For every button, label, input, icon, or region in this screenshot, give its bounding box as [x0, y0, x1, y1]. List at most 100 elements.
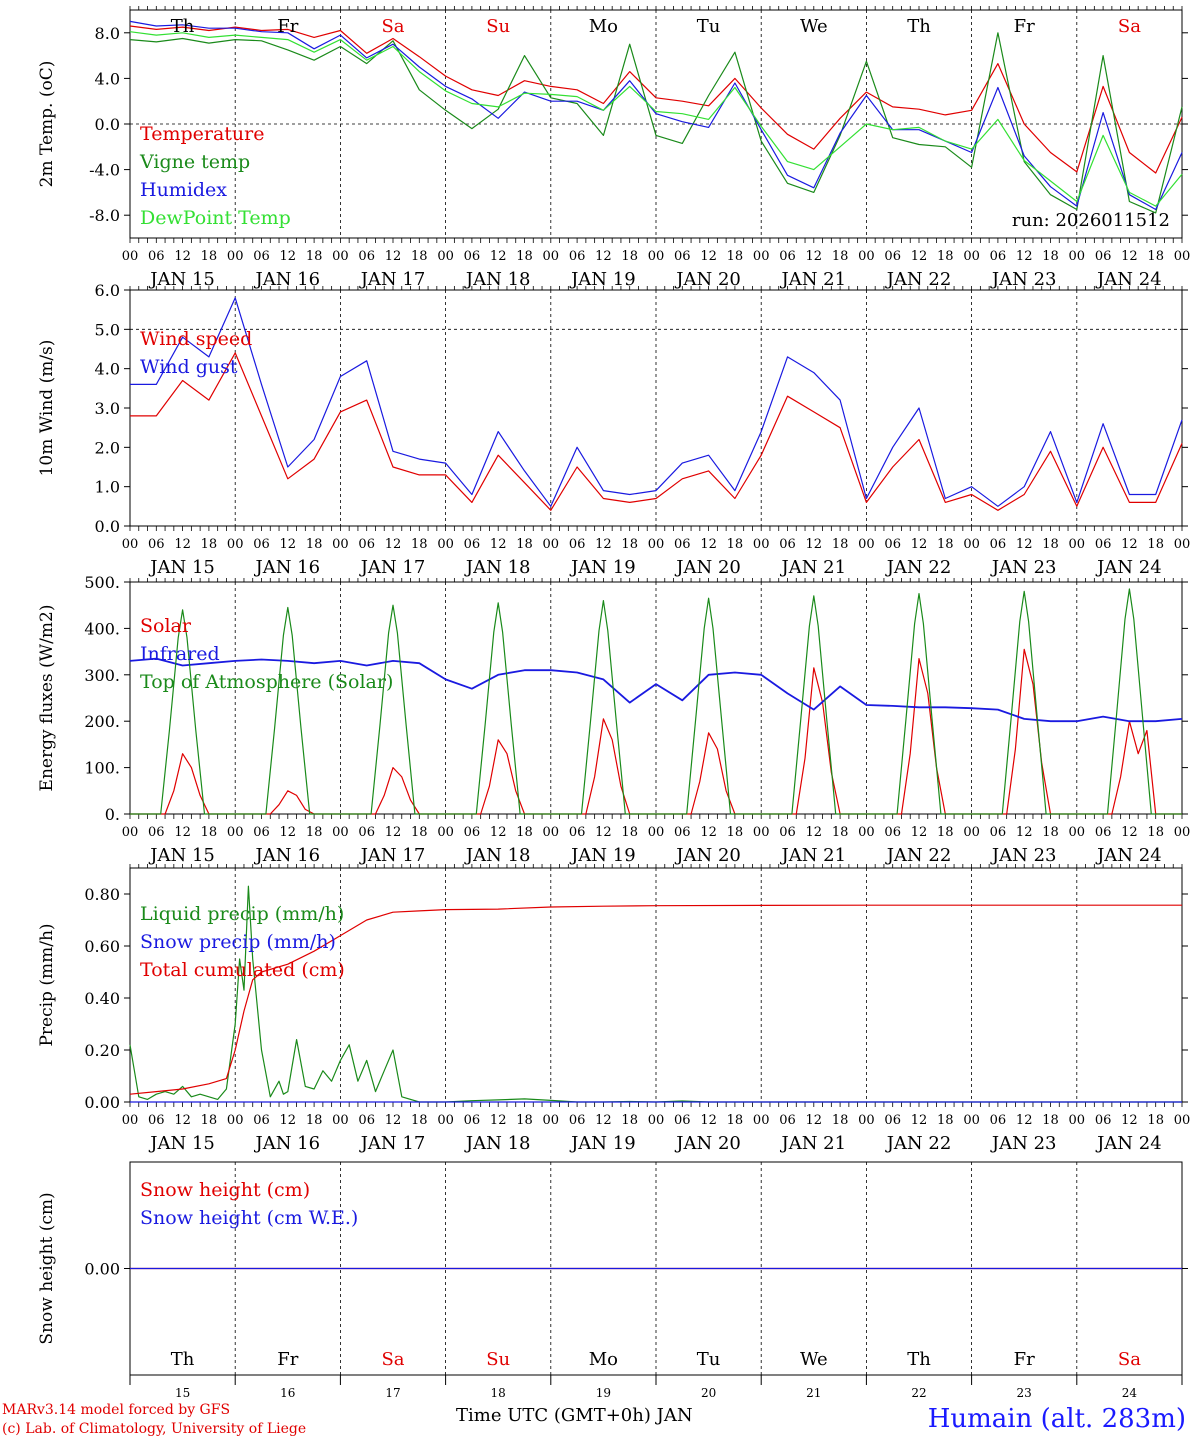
x-date-label: JAN 17: [359, 1133, 426, 1154]
x-hour-label: 12: [595, 537, 612, 552]
weekday-label-bottom: Sa: [381, 1349, 404, 1370]
x-hour-label: 12: [1016, 1113, 1033, 1128]
x-hour-label: 12: [280, 1113, 297, 1128]
x-hour-label: 12: [385, 537, 402, 552]
panel-temperature: -8.0 -4.0 0.0 4.0 8.0 2m Temp. (oC) 00 06 12 18 00…: [37, 6, 1190, 290]
x-hour-label: 00: [437, 249, 454, 264]
weekday-label-bottom: Tu: [697, 1349, 721, 1370]
weekday-label-top: Th: [171, 16, 195, 37]
x-hour-label: 12: [174, 825, 191, 840]
legend-entry: Vigne temp: [139, 151, 250, 173]
x-hour-label: 06: [990, 1113, 1007, 1128]
series-line-temperature: [129, 25, 1183, 174]
x-hour-label: 12: [174, 1113, 191, 1128]
y-tick-label: 2.0: [95, 438, 120, 457]
legend-entry: Total cumulated (cm): [140, 959, 345, 981]
x-hour-label: 18: [1147, 1113, 1164, 1128]
x-hour-label: 18: [937, 825, 954, 840]
legend-entry: Snow height (cm W.E.): [140, 1207, 358, 1229]
x-date-label: JAN 19: [569, 1133, 636, 1154]
x-hour-label: 12: [174, 249, 191, 264]
x-hour-label: 18: [1147, 537, 1164, 552]
weekday-label-top: Sa: [1118, 16, 1141, 37]
x-hour-label: 12: [1016, 249, 1033, 264]
x-hour-label: 00: [858, 537, 875, 552]
x-hour-label: 00: [1069, 1113, 1086, 1128]
x-date-label: JAN 23: [990, 1133, 1057, 1154]
y-axis-label: Snow height (cm): [37, 1192, 57, 1344]
x-hour-label: 12: [806, 825, 823, 840]
y-tick-label: 4.0: [95, 69, 120, 88]
y-tick-label: 0.40: [84, 989, 120, 1008]
weekday-label-top: We: [800, 16, 828, 37]
x-hour-label: 18: [1147, 825, 1164, 840]
x-hour-label: 06: [990, 537, 1007, 552]
model-credit: MARv3.14 model forced by GFS: [2, 1402, 231, 1418]
legend-entry: Snow height (cm): [140, 1179, 310, 1201]
y-tick-label: 0.0: [95, 517, 120, 536]
y-tick-label: -8.0: [89, 206, 120, 225]
x-hour-label: 00: [437, 825, 454, 840]
x-hour-label: 18: [201, 537, 218, 552]
x-hour-label: 06: [464, 825, 481, 840]
x-hour-label: 06: [1095, 249, 1112, 264]
y-tick-label: 0.: [105, 805, 120, 824]
x-date-label: JAN 20: [674, 557, 741, 578]
x-hour-label: 12: [1016, 825, 1033, 840]
weekday-label-bottom: We: [800, 1349, 828, 1370]
legend-entry: Snow precip (mm/h): [140, 931, 336, 953]
x-hour-label: 06: [569, 1113, 586, 1128]
x-hour-label: 18: [727, 249, 744, 264]
panel-precip: 0.00 0.20 0.40 0.60 0.80 Precip (mm/h) 00 06 12 1…: [37, 864, 1190, 1154]
x-date-label: JAN 20: [674, 845, 741, 866]
legend-entry: Top of Atmosphere (Solar): [140, 671, 393, 693]
x-hour-label: 18: [937, 1113, 954, 1128]
x-hour-label: 12: [280, 825, 297, 840]
y-tick-label: 4.0: [95, 360, 120, 379]
x-hour-label: 06: [779, 825, 796, 840]
weekday-label-bottom: Fr: [1014, 1349, 1035, 1370]
x-date-label: JAN 17: [359, 557, 426, 578]
x-date-label: JAN 16: [254, 845, 321, 866]
x-hour-label: 12: [700, 825, 717, 840]
x-date-label: JAN 15: [148, 845, 215, 866]
x-hour-label: 00: [122, 537, 139, 552]
x-hour-label: 18: [1147, 249, 1164, 264]
x-date-label: JAN 22: [885, 1133, 952, 1154]
x-hour-label: 06: [148, 1113, 165, 1128]
x-hour-label: 12: [385, 825, 402, 840]
x-hour-label: 12: [700, 537, 717, 552]
x-hour-label: 18: [516, 249, 533, 264]
x-hour-label: 18: [411, 249, 428, 264]
x-hour-label: 06: [253, 1113, 270, 1128]
x-date-label: JAN 21: [780, 269, 847, 290]
x-hour-label: 18: [306, 537, 323, 552]
x-hour-label: 12: [1121, 825, 1138, 840]
x-date-label: JAN 22: [885, 845, 952, 866]
weekday-label-top: Su: [486, 16, 510, 37]
x-hour-label: 00: [858, 1113, 875, 1128]
x-hour-label: 06: [1095, 537, 1112, 552]
x-hour-label: 12: [1121, 537, 1138, 552]
x-hour-label: 12: [385, 1113, 402, 1128]
weekday-label-bottom: Th: [171, 1349, 195, 1370]
x-hour-label: 00: [332, 537, 349, 552]
x-hour-label: 00: [753, 825, 770, 840]
legend-entry: Humidex: [140, 179, 227, 201]
x-day-number: 17: [385, 1386, 400, 1400]
x-date-label: JAN 15: [148, 269, 215, 290]
y-tick-label: 3.0: [95, 399, 120, 418]
x-hour-label: 12: [911, 249, 928, 264]
x-hour-label: 12: [595, 825, 612, 840]
x-hour-label: 12: [595, 249, 612, 264]
x-day-number: 22: [911, 1386, 926, 1400]
x-hour-label: 00: [437, 537, 454, 552]
x-hour-label: 12: [280, 249, 297, 264]
x-hour-label: 00: [1069, 537, 1086, 552]
panel-snow: 0.00 Snow height (cm) 15 16 17 18 19 20 21 22 23 24…: [37, 1161, 1188, 1400]
x-date-label: JAN 23: [990, 269, 1057, 290]
x-date-label: JAN 18: [464, 845, 531, 866]
legend-entry: DewPoint Temp: [140, 207, 291, 229]
x-day-number: 21: [806, 1386, 821, 1400]
x-date-label: JAN 17: [359, 845, 426, 866]
